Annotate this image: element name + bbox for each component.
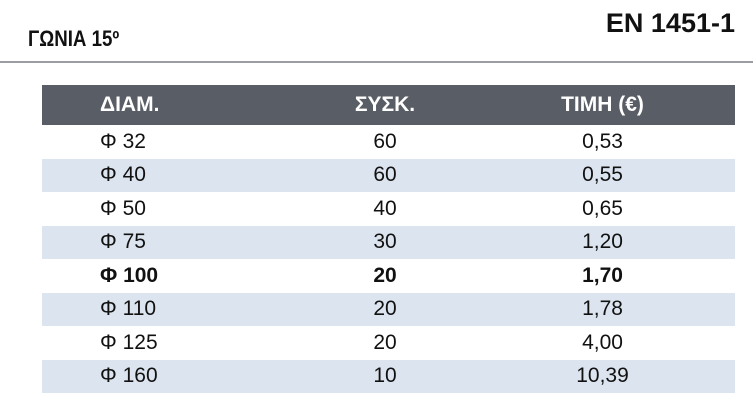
table-cell: 20 xyxy=(373,263,397,287)
table-row: Φ 110 20 1,78 xyxy=(42,292,735,326)
table-cell: 60 xyxy=(373,129,397,153)
standard: EN 1451-1 xyxy=(605,8,735,38)
divider xyxy=(0,61,753,63)
table-cell: 0,65 xyxy=(582,196,623,220)
table-row: Φ 160 10 10,39 xyxy=(42,359,735,393)
table-cell: Φ 75 xyxy=(100,230,146,254)
table-row: Φ 32 60 0,53 xyxy=(42,125,735,159)
table-cell: 10,39 xyxy=(576,364,629,388)
table-cell: 1,78 xyxy=(582,297,623,321)
table-cell: 30 xyxy=(373,230,397,254)
column-header: ΤΙΜΗ (€) xyxy=(470,85,735,125)
table-row: Φ 100 20 1,70 xyxy=(42,259,735,293)
table-row: Φ 125 20 4,00 xyxy=(42,326,735,360)
table-row: Φ 40 60 0,55 xyxy=(42,158,735,192)
header-row: ΔΙΑΜ. ΣΥΣΚ. ΤΙΜΗ (€) xyxy=(42,85,735,125)
table-cell: 4,00 xyxy=(582,330,623,354)
price-table: ΔΙΑΜ. ΣΥΣΚ. ΤΙΜΗ (€) Φ 32 60 0,53 Φ 40 60 0,55 Φ… xyxy=(42,85,735,393)
table-row: Φ 50 40 0,65 xyxy=(42,192,735,226)
table-body: Φ 32 60 0,53 Φ 40 60 0,55 Φ 50 40 0,65 Φ 75 30 1,20… xyxy=(42,125,735,393)
table-cell: 0,55 xyxy=(582,163,623,187)
column-header: ΔΙΑΜ. xyxy=(42,85,300,125)
table-cell: 0,53 xyxy=(582,129,623,153)
table-cell: 10 xyxy=(373,364,397,388)
table-cell: 20 xyxy=(373,330,397,354)
table-cell: 40 xyxy=(373,196,397,220)
table-cell: Φ 40 xyxy=(100,163,146,187)
table-cell: Φ 32 xyxy=(100,129,146,153)
table-cell: 60 xyxy=(373,163,397,187)
column-header: ΣΥΣΚ. xyxy=(300,85,470,125)
table-cell: Φ 100 xyxy=(100,263,159,287)
title: ΓΩΝΙΑ 15º xyxy=(28,26,120,51)
table-row: Φ 75 30 1,20 xyxy=(42,225,735,259)
table-cell: Φ 160 xyxy=(100,364,158,388)
table-cell: Φ 125 xyxy=(100,330,158,354)
table-cell: Φ 110 xyxy=(100,297,157,321)
table-cell: Φ 50 xyxy=(100,196,146,220)
table-cell: 1,20 xyxy=(582,230,623,254)
table-cell: 20 xyxy=(373,297,397,321)
table-cell: 1,70 xyxy=(582,263,623,287)
